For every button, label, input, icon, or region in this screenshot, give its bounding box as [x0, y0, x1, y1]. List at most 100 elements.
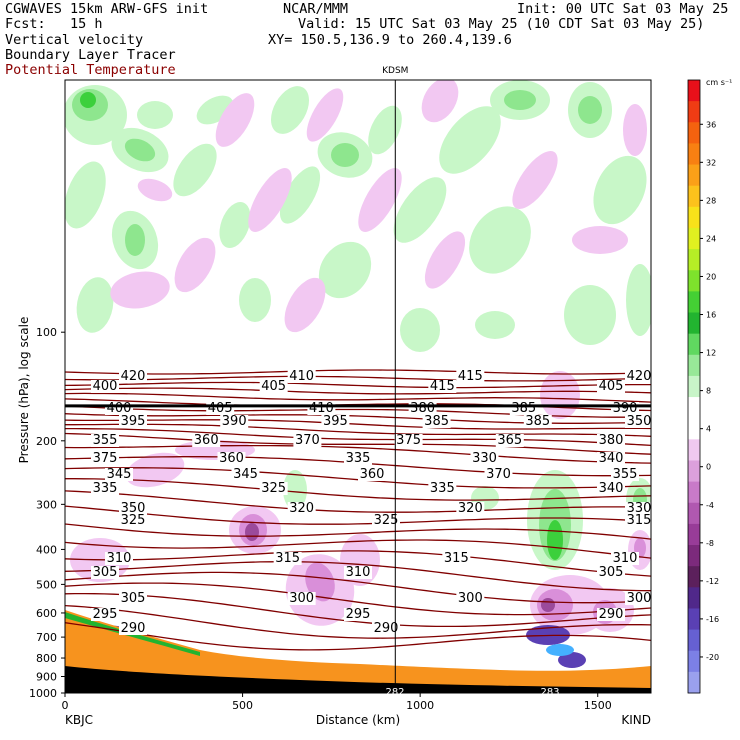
- isentrope-label: 405: [261, 379, 286, 394]
- isentrope-line: [65, 505, 651, 525]
- colorbar-segment: [688, 312, 700, 335]
- init-time: Init: 00 UTC Sat 03 May 25: [517, 1, 729, 17]
- isentrope-label-bg: [422, 415, 451, 428]
- isentrope-label: 315: [627, 513, 652, 528]
- isentrope-label: 405: [599, 379, 624, 394]
- isentrope-label-bg: [287, 370, 316, 383]
- downdraft-region: [284, 277, 326, 333]
- isentrope-line: [65, 413, 651, 424]
- downdraft-region: [540, 371, 580, 419]
- colorbar-label: 0: [706, 463, 711, 472]
- valid-time: Valid: 15 UTC Sat 03 May 25 (10 CDT Sat …: [298, 16, 705, 32]
- isentrope-label-bg: [597, 566, 625, 579]
- surface-theta-labels: 282 283: [385, 687, 559, 698]
- colorbar-segment: [688, 354, 700, 377]
- isentrope-label-bg: [442, 552, 471, 565]
- downdraft-region: [137, 178, 173, 202]
- isentrope-line: [65, 387, 651, 395]
- isentrope-label-bg: [119, 592, 147, 605]
- y-tick-label: 700: [36, 631, 57, 644]
- colorbar-segment: [688, 502, 700, 525]
- isentrope-label: 325: [261, 481, 286, 496]
- isentrope-line: [65, 392, 651, 403]
- isentrope-label: 415: [430, 379, 455, 394]
- field-vertical-velocity: Vertical velocity: [5, 32, 144, 48]
- colorbar-segment: [688, 80, 700, 102]
- isentrope-label-bg: [192, 434, 221, 447]
- isentrope-label: 355: [93, 433, 118, 448]
- isentrope-label: 420: [627, 369, 652, 384]
- isentrope-label: 335: [346, 451, 371, 466]
- isentrope-label-bg: [91, 434, 119, 447]
- isentrope-label: 370: [486, 467, 511, 482]
- colorbar-segment: [688, 270, 700, 292]
- isentrope-label-bg: [611, 468, 639, 481]
- isentrope-label: 300: [458, 591, 483, 606]
- isentrope-label: 400: [93, 379, 118, 394]
- isentrope-line: [65, 604, 651, 639]
- colorbar-segment: [688, 206, 700, 229]
- downdraft-region: [358, 168, 402, 232]
- isentrope-label-bg: [217, 452, 246, 465]
- y-tick-label: 400: [36, 543, 57, 556]
- field-boundary-layer-tracer: Boundary Layer Tracer: [5, 47, 176, 63]
- isentrope-line: [65, 375, 651, 382]
- downdraft-max: [245, 523, 259, 541]
- colorbar-label: 36: [706, 120, 716, 129]
- y-tick-label: 1000: [29, 687, 57, 700]
- model-title: CGWAVES 15km ARW-GFS init: [5, 1, 209, 17]
- isentrope-label-bg: [456, 592, 485, 605]
- isentrope-label-bg: [344, 452, 372, 465]
- isentrope-label-bg: [625, 502, 651, 515]
- isentrope-label-bg: [597, 380, 625, 393]
- downdraft-region: [306, 88, 344, 142]
- isentrope-line: [65, 523, 651, 540]
- isentrope-label: 415: [458, 369, 483, 384]
- isentrope-label: 375: [93, 451, 118, 466]
- colorbar-label: 20: [706, 272, 716, 281]
- isentrope-line: [65, 561, 651, 592]
- x-axis: 0 500 1000 1500: [62, 693, 612, 712]
- updraft-max: [80, 92, 96, 108]
- isentrope-label: 325: [374, 513, 399, 528]
- isentrope-label: 335: [430, 481, 455, 496]
- isentrope-label: 410: [289, 369, 314, 384]
- y-tick-label: 600: [36, 607, 57, 620]
- isentrope-label: 340: [599, 451, 624, 466]
- isentrope-label-bg: [344, 566, 372, 579]
- updraft-max: [547, 520, 563, 560]
- colorbar-segment: [688, 143, 700, 166]
- isentrope-line: [65, 582, 651, 616]
- colorbar-segment: [688, 481, 700, 504]
- downdraft-core: [305, 562, 335, 602]
- colorbar-segment: [688, 227, 700, 250]
- isentrope-label: 310: [613, 551, 638, 566]
- isentrope-label-bg: [372, 514, 400, 527]
- downdraft-max: [541, 598, 555, 612]
- isentrope-label-bg: [625, 592, 651, 605]
- isentrope-label-bg: [597, 434, 625, 447]
- isentrope-label-bg: [372, 622, 400, 635]
- isentrope-label: 295: [346, 607, 371, 622]
- downdraft-region: [512, 151, 558, 209]
- updraft-region: [283, 470, 307, 510]
- colorbar-label: 32: [706, 158, 716, 167]
- isentrope-label: 375: [396, 433, 421, 448]
- updraft-core: [125, 224, 145, 256]
- updraft-region: [76, 277, 114, 333]
- isentrope-label: 355: [613, 467, 638, 482]
- x-tick-label: 1500: [584, 699, 612, 712]
- isentrope-label-bg: [597, 482, 625, 495]
- colorbar-unit-label: cm s⁻¹: [706, 78, 732, 87]
- y-tick-label: 300: [36, 498, 57, 511]
- colorbar-label: 8: [706, 387, 711, 396]
- isentrope-label-bg: [428, 380, 457, 393]
- isentrope-label-bg: [231, 468, 260, 481]
- colorbar-frame: [687, 79, 701, 694]
- updraft-region: [626, 264, 651, 336]
- updraft-region: [564, 285, 616, 345]
- colorbar-label: -4: [706, 501, 714, 510]
- isentrope-label: 370: [295, 433, 320, 448]
- downdraft-region: [110, 271, 170, 309]
